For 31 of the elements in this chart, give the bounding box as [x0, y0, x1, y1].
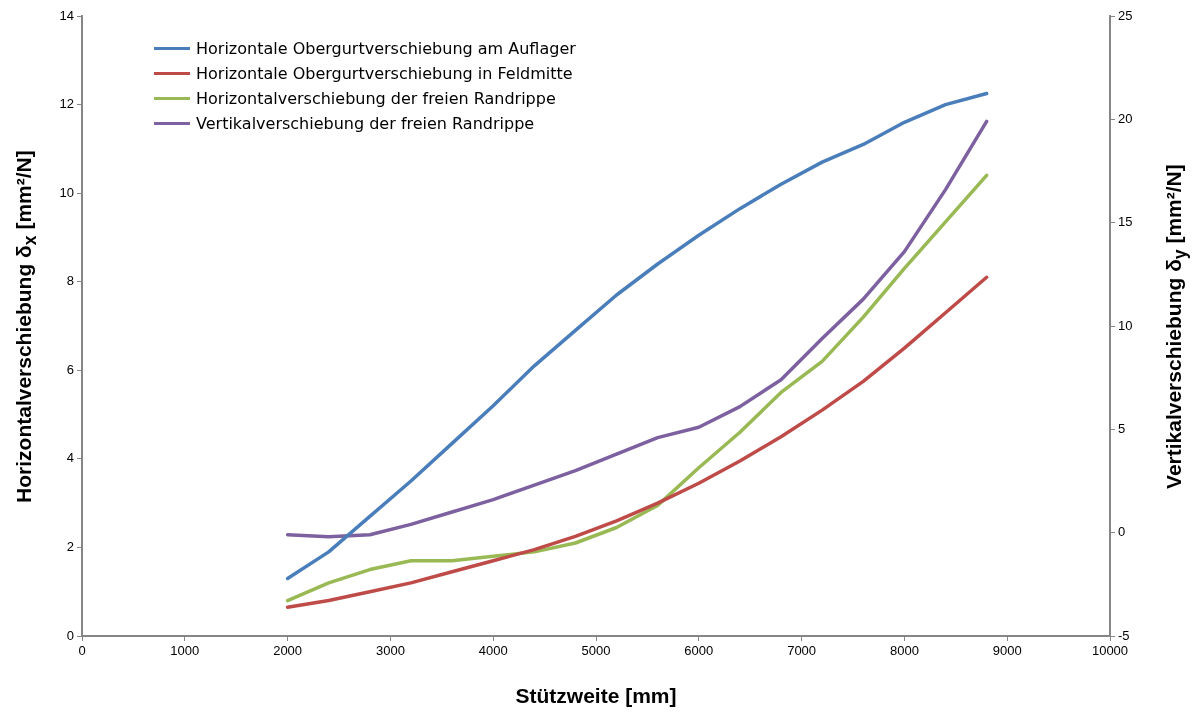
y2-tick-label: 20	[1118, 110, 1133, 126]
x-tick-label: 3000	[375, 643, 405, 659]
legend-label: Horizontale Obergurtverschiebung in Feldmitte	[196, 64, 573, 83]
y2-tick-label: -5	[1118, 627, 1130, 643]
x-tick-label: 8000	[889, 643, 919, 659]
x-tick-label: 0	[78, 643, 86, 659]
y-tick-label: 6	[66, 361, 74, 377]
y2-tick-label: 10	[1118, 317, 1133, 333]
y2-tick-label: 0	[1118, 524, 1126, 540]
x-tick-label: 7000	[787, 643, 817, 659]
x-tick-label: 4000	[478, 643, 508, 659]
y2-tick-label: 25	[1118, 7, 1133, 23]
x-tick-label: 1000	[170, 643, 200, 659]
y2-tick-label: 15	[1118, 214, 1133, 230]
legend-label: Horizontale Obergurtverschiebung am Auflager	[196, 39, 576, 58]
x-tick-label: 2000	[273, 643, 303, 659]
y2-tick-label: 5	[1118, 420, 1126, 436]
x-tick-label: 9000	[992, 643, 1022, 659]
y-tick-label: 12	[59, 96, 74, 112]
legend-label: Horizontalverschiebung der freien Randrippe	[196, 89, 556, 108]
legend-label: Vertikalverschiebung der freien Randrippe	[196, 114, 535, 133]
x-tick-label: 10000	[1091, 643, 1129, 659]
y-tick-label: 2	[66, 539, 74, 555]
y-tick-label: 4	[66, 450, 74, 466]
y-tick-label: 10	[59, 184, 74, 200]
y-tick-label: 0	[66, 627, 74, 643]
x-axis-title: Stützweite [mm]	[515, 684, 677, 708]
y-tick-label: 14	[59, 7, 74, 23]
x-tick-label: 6000	[684, 643, 714, 659]
x-tick-label: 5000	[581, 643, 611, 659]
y-tick-label: 8	[66, 273, 74, 289]
